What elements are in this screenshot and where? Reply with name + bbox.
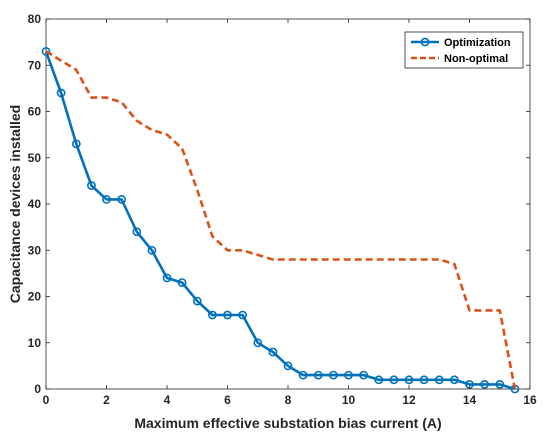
- data-point-optimization: [495, 379, 505, 389]
- legend: Optimization Non-optimal: [404, 31, 524, 69]
- data-point-optimization: [434, 375, 444, 385]
- y-tick-label: 20: [28, 290, 42, 304]
- axes-frame: [45, 18, 531, 390]
- data-point-optimization: [192, 296, 202, 306]
- y-tick-label: 50: [28, 151, 42, 165]
- x-tick-label: 4: [164, 393, 171, 407]
- y-tick-label: 70: [28, 58, 42, 72]
- data-point-optimization: [374, 375, 384, 385]
- x-tick-label: 12: [402, 393, 416, 407]
- data-point-optimization: [71, 139, 81, 149]
- y-tick-label: 30: [28, 243, 42, 257]
- x-axis-title: Maximum effective substation bias curren…: [134, 415, 441, 431]
- data-point-optimization: [268, 347, 278, 357]
- data-point-optimization: [177, 278, 187, 287]
- x-tick-label: 0: [43, 393, 50, 407]
- data-point-optimization: [404, 375, 414, 385]
- data-point-optimization: [480, 379, 489, 389]
- legend-entry-non-optimal: Non-optimal: [411, 53, 508, 65]
- data-point-optimization: [223, 310, 232, 320]
- data-point-optimization: [238, 310, 247, 320]
- series-line-optimization: [44, 50, 516, 391]
- x-tick-label: 14: [463, 393, 477, 407]
- data-point-optimization: [56, 88, 66, 98]
- data-point-optimization: [449, 375, 459, 385]
- data-point-optimization: [344, 370, 353, 380]
- data-point-optimization: [419, 375, 429, 385]
- data-point-optimization: [87, 181, 96, 190]
- legend-entry-optimization: Optimization: [411, 37, 511, 49]
- x-tick-label: 2: [103, 393, 110, 407]
- x-tick-label: 10: [342, 393, 356, 407]
- legend-marker-optimization: [420, 37, 430, 47]
- data-point-optimization: [389, 375, 399, 385]
- data-point-optimization: [328, 370, 338, 380]
- axis-ticks: 0 2 4 6 8 10 12 14 16 0 10 20 30 40 50 60 70 80: [28, 12, 537, 407]
- data-point-optimization: [147, 245, 157, 255]
- plot-area: [41, 18, 531, 394]
- x-tick-label: 6: [224, 393, 231, 407]
- data-point-optimization: [41, 47, 51, 56]
- data-point-optimization: [283, 361, 293, 371]
- data-point-optimization: [102, 194, 111, 204]
- data-point-optimization: [117, 194, 126, 204]
- y-tick-label: 60: [28, 105, 42, 119]
- data-point-optimization: [162, 273, 172, 283]
- y-tick-label: 40: [28, 197, 42, 211]
- y-tick-label: 0: [34, 382, 41, 396]
- x-tick-label: 16: [523, 393, 537, 407]
- legend-label-optimization: Optimization: [444, 37, 511, 49]
- data-point-optimization: [298, 370, 308, 380]
- legend-label-non-optimal: Non-optimal: [444, 53, 508, 65]
- y-tick-label: 10: [28, 336, 42, 350]
- series-line-non-optimal: [45, 50, 517, 390]
- data-point-optimization: [207, 310, 217, 320]
- x-tick-label: 8: [285, 393, 292, 407]
- data-point-optimization: [132, 227, 142, 237]
- y-tick-label: 80: [28, 12, 42, 26]
- data-point-optimization: [359, 370, 368, 380]
- y-axis-title: Capacitance devices installed: [7, 105, 23, 303]
- data-point-optimization: [253, 338, 263, 348]
- data-point-optimization: [313, 370, 323, 380]
